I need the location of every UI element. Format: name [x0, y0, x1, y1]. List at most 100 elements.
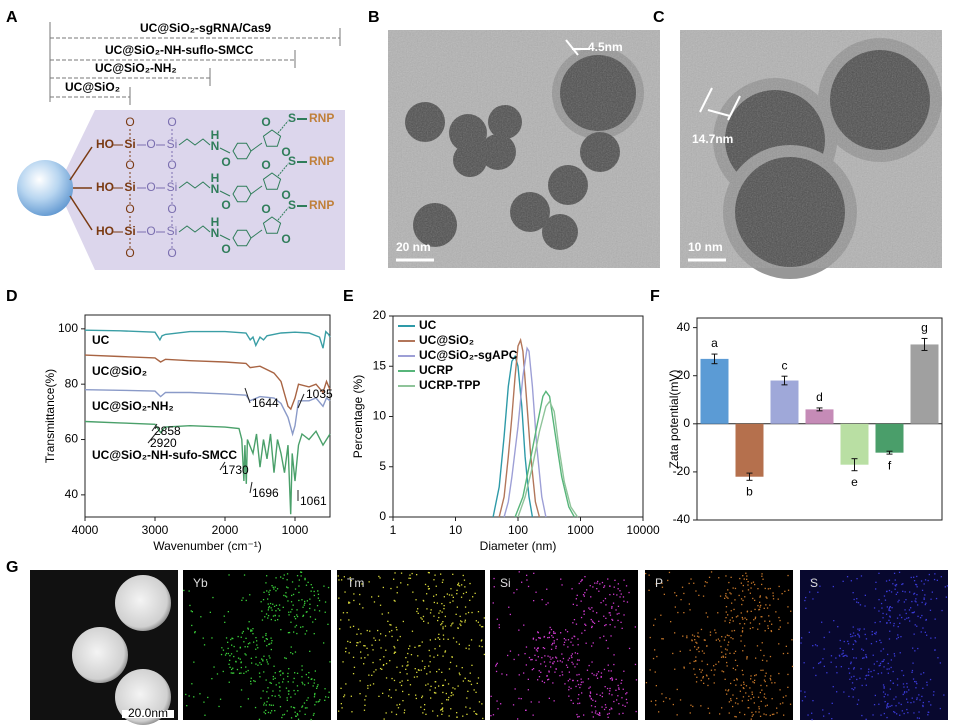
map-dot — [458, 672, 460, 674]
map-dot — [727, 614, 729, 616]
map-dot — [929, 678, 932, 681]
map-dot — [857, 699, 860, 701]
map-dot — [185, 693, 187, 696]
map-dot — [621, 627, 623, 629]
series-line — [503, 346, 547, 518]
map-dot — [887, 706, 890, 708]
map-dot — [434, 638, 437, 640]
map-dot — [700, 705, 702, 707]
map-dot — [899, 652, 901, 654]
map-dot — [617, 619, 619, 622]
map-dot — [423, 620, 425, 622]
map-dot — [883, 686, 885, 688]
map-dot — [387, 612, 390, 614]
map-dot — [550, 658, 552, 660]
map-dot — [338, 710, 340, 712]
map-dot — [291, 608, 293, 611]
map-dot — [661, 586, 664, 588]
map-dot — [591, 661, 593, 663]
map-dot — [308, 672, 310, 674]
map-dot — [736, 679, 738, 681]
map-dot — [301, 599, 303, 601]
map-dot — [667, 579, 669, 582]
map-background — [800, 570, 948, 720]
map-dot — [481, 639, 483, 641]
map-dot — [242, 597, 244, 599]
map-dot — [818, 662, 820, 665]
map-dot — [584, 576, 586, 578]
map-dot — [908, 689, 910, 691]
map-dot — [378, 695, 380, 697]
map-dot — [910, 702, 912, 704]
map-dot — [655, 583, 657, 585]
map-dot — [565, 664, 568, 666]
map-dot — [576, 674, 578, 676]
map-dot — [277, 619, 279, 621]
map-dot — [689, 662, 691, 664]
silicon: Si — [167, 137, 178, 151]
map-dot — [279, 706, 282, 708]
map-dot — [607, 664, 609, 666]
map-dot — [382, 586, 384, 589]
map-dot — [250, 630, 252, 632]
map-dot — [401, 680, 403, 682]
map-dot — [271, 640, 273, 642]
map-dot — [285, 657, 287, 660]
map-dot — [304, 713, 306, 715]
map-dot — [717, 638, 719, 640]
map-dot — [553, 661, 555, 663]
scale-label: 10 nm — [688, 240, 723, 254]
map-dot — [676, 688, 678, 691]
map-dot — [293, 689, 295, 692]
bond — [277, 207, 289, 221]
map-dot — [266, 645, 268, 647]
map-dot — [561, 661, 563, 663]
map-dot — [758, 708, 760, 710]
map-dot — [304, 707, 307, 709]
map-dot — [725, 606, 728, 608]
map-dot — [436, 671, 438, 673]
y-axis-label: Zata potential(mV) — [667, 370, 681, 469]
map-dot — [589, 608, 591, 610]
ring — [232, 229, 252, 247]
map-dot — [555, 645, 557, 647]
map-dot — [442, 634, 445, 636]
map-dot — [724, 648, 727, 650]
map-dot — [443, 596, 445, 598]
map-dot — [367, 654, 369, 656]
map-dot — [873, 607, 876, 609]
map-dot — [702, 676, 704, 678]
map-dot — [266, 575, 268, 577]
map-dot — [590, 697, 592, 700]
map-dot — [892, 682, 894, 684]
annotation: 1696 — [252, 486, 279, 500]
map-dot — [695, 681, 698, 683]
map-dot — [500, 703, 502, 705]
map-dot — [855, 641, 857, 643]
map-dot — [609, 687, 611, 690]
succinimide — [262, 172, 282, 190]
map-dot — [697, 632, 699, 634]
map-dot — [293, 616, 296, 618]
map-dot — [634, 626, 636, 628]
map-dot — [817, 591, 819, 593]
map-dot — [749, 687, 751, 689]
map-dot — [697, 647, 699, 649]
map-dot — [715, 639, 717, 641]
map-dot — [645, 682, 648, 684]
map-dot — [747, 581, 749, 583]
map-dot — [240, 636, 242, 638]
map-dot — [617, 583, 619, 585]
y-tick-label: 20 — [373, 308, 387, 322]
map-dot — [622, 688, 624, 690]
map-dot — [927, 714, 929, 716]
map-dot — [916, 625, 918, 627]
map-dot — [430, 697, 432, 699]
map-dot — [447, 683, 450, 685]
map-dot — [413, 676, 416, 678]
map-dot — [313, 679, 316, 681]
map-dot — [752, 581, 755, 583]
map-dot — [913, 611, 915, 613]
map-dot — [324, 688, 326, 690]
map-dot — [882, 684, 885, 686]
